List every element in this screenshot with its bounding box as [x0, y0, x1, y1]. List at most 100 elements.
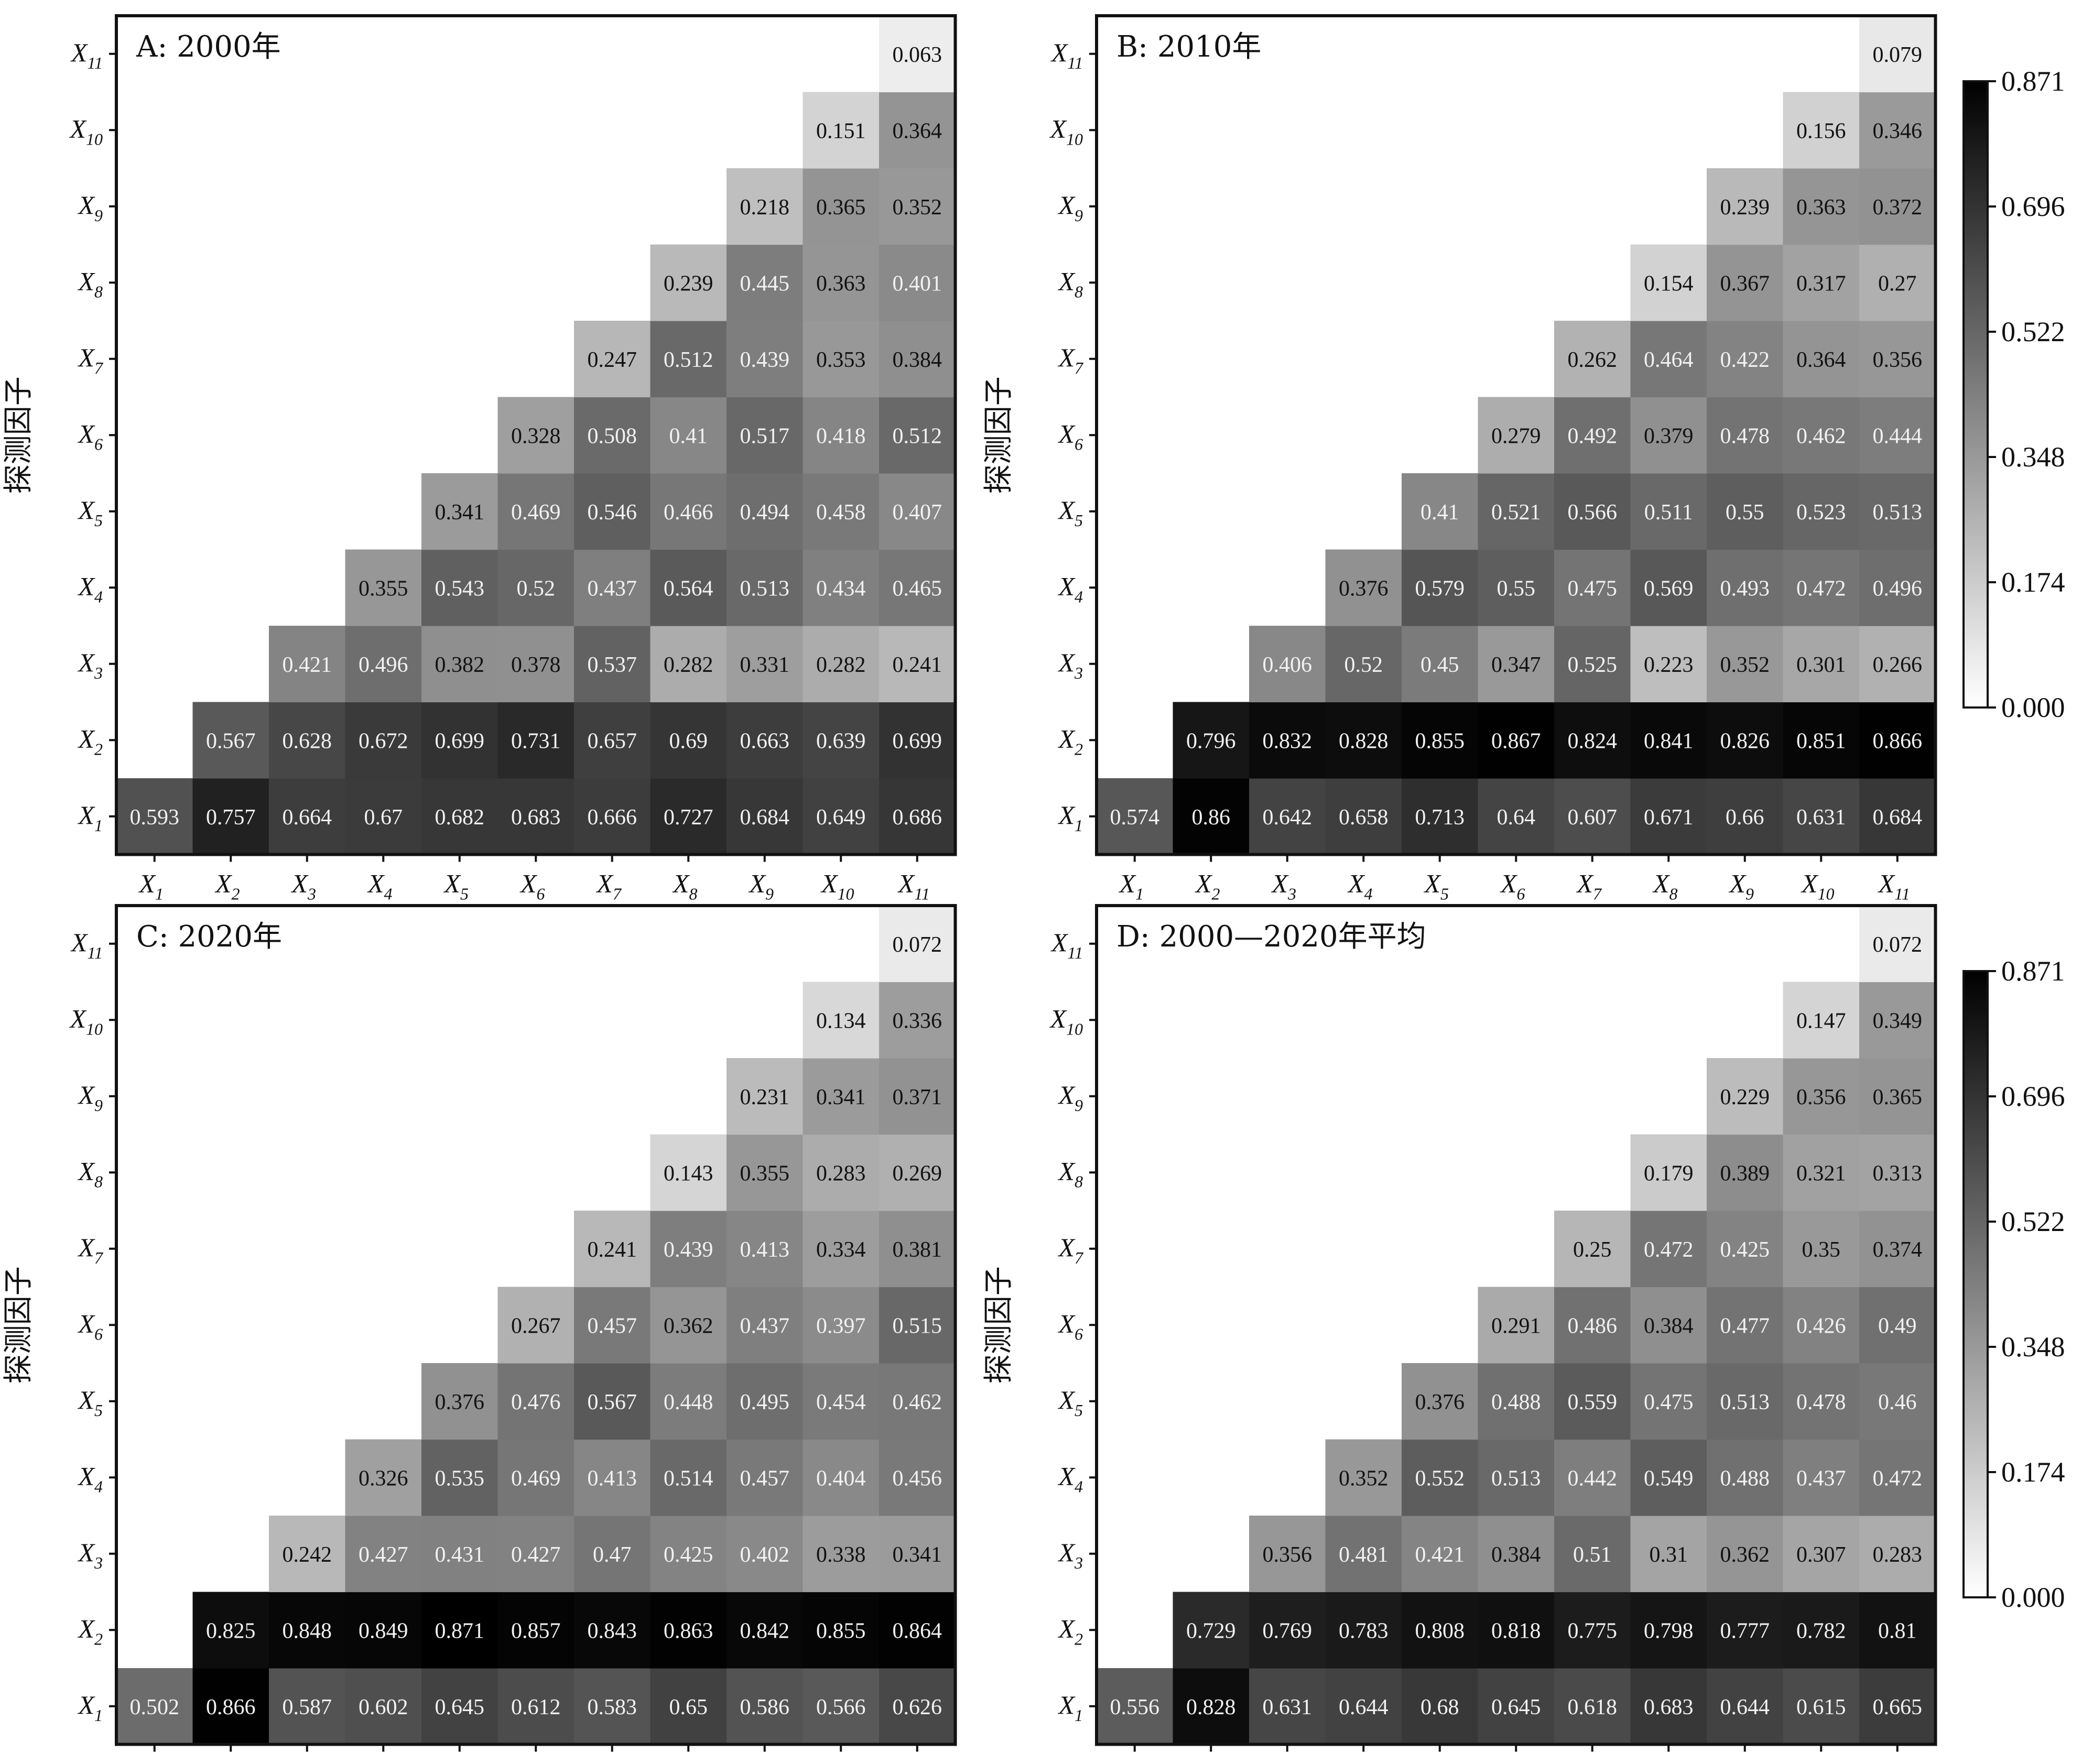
heatmap-cell: [1249, 778, 1326, 855]
x-tick-label: X7: [1576, 1759, 1602, 1764]
x-tick-label: X5: [443, 869, 469, 903]
heatmap-cell: [1783, 982, 1860, 1059]
heatmap-cell: [1783, 1134, 1860, 1211]
heatmap-cell: [192, 1668, 269, 1745]
heatmap-cell: [879, 1287, 956, 1364]
cell-value-label: 0.413: [588, 1466, 637, 1490]
y-tick-label: X7: [1057, 343, 1084, 377]
cell-value-label: 0.769: [1263, 1619, 1313, 1643]
heatmap-cell: [345, 1516, 422, 1593]
cell-value-label: 0.464: [1644, 348, 1694, 372]
cell-value-label: 0.326: [359, 1466, 408, 1490]
heatmap-cell: [650, 1134, 727, 1211]
heatmap-cell: [726, 1592, 804, 1669]
y-tick-label: X1: [77, 800, 103, 835]
heatmap-cell: [879, 549, 956, 626]
cell-value-label: 0.376: [1415, 1390, 1465, 1414]
cell-value-label: 0.469: [511, 1466, 561, 1490]
heatmap-cell: [1859, 16, 1936, 93]
heatmap-cell: [1630, 1287, 1707, 1364]
cell-value-label: 0.384: [1491, 1543, 1541, 1567]
cell-value-label: 0.407: [893, 500, 942, 525]
heatmap-cell: [650, 321, 727, 398]
heatmap-cell: [1707, 1439, 1784, 1516]
cell-value-label: 0.475: [1644, 1390, 1694, 1414]
heatmap-cell: [1783, 626, 1860, 703]
cell-value-label: 0.513: [1873, 500, 1923, 525]
cell-value-label: 0.241: [893, 653, 942, 677]
cell-value-label: 0.586: [740, 1695, 790, 1719]
cell-value-label: 0.422: [1720, 348, 1770, 372]
heatmap-cell: [650, 626, 727, 703]
heatmap-cell: [1630, 1592, 1707, 1669]
heatmap-cell: [879, 1211, 956, 1288]
heatmap-cell: [803, 1668, 880, 1745]
cell-value-label: 0.583: [588, 1695, 637, 1719]
y-tick-label: X7: [77, 1233, 104, 1267]
heatmap-cell: [879, 1592, 956, 1669]
heatmap-cell: [1630, 1211, 1707, 1288]
heatmap-cell: [1402, 1592, 1479, 1669]
heatmap-cell: [726, 1058, 804, 1135]
cell-value-label: 0.523: [1796, 500, 1846, 525]
cell-value-label: 0.867: [1491, 729, 1541, 753]
heatmap-cell: [116, 778, 193, 855]
cell-value-label: 0.864: [893, 1619, 942, 1643]
y-tick-label: X6: [1057, 419, 1083, 453]
cell-value-label: 0.863: [664, 1619, 713, 1643]
colorbar-gradient: [1962, 80, 1989, 709]
y-tick-label: X9: [1057, 1080, 1083, 1115]
cell-value-label: 0.25: [1573, 1238, 1612, 1262]
heatmap-cell: [879, 1134, 956, 1211]
heatmap-cell: [1859, 982, 1936, 1059]
x-tick-label: X11: [897, 869, 930, 903]
cell-value-label: 0.552: [1415, 1466, 1465, 1490]
heatmap-cell: [803, 1287, 880, 1364]
cell-value-label: 0.231: [740, 1085, 790, 1109]
cell-value-label: 0.269: [893, 1161, 942, 1185]
y-tick-label: X4: [1057, 1461, 1083, 1496]
cell-value-label: 0.338: [816, 1543, 866, 1567]
heatmap-cell: [1097, 1668, 1174, 1745]
cell-value-label: 0.855: [1415, 729, 1465, 753]
heatmap-cell: [421, 1592, 498, 1669]
cell-value-label: 0.456: [893, 1466, 942, 1490]
heatmap-cell: [497, 626, 574, 703]
cell-value-label: 0.81: [1878, 1619, 1917, 1643]
cell-value-label: 0.341: [893, 1543, 942, 1567]
cell-value-label: 0.492: [1568, 424, 1618, 448]
cell-value-label: 0.593: [130, 805, 180, 830]
y-tick-label: X5: [77, 495, 103, 530]
panel-title: D: 2000—2020年平均: [1116, 920, 1426, 954]
heatmap-cell: [497, 397, 574, 474]
y-tick-label: X11: [70, 38, 103, 72]
heatmap-cell: [1554, 473, 1631, 550]
heatmap-cell: [1630, 626, 1707, 703]
heatmap-cell: [1630, 778, 1707, 855]
heatmap-cell: [1859, 92, 1936, 169]
cell-value-label: 0.427: [511, 1543, 561, 1567]
heatmap-cell: [1478, 1363, 1555, 1440]
cell-value-label: 0.663: [740, 729, 790, 753]
cell-value-label: 0.363: [816, 271, 866, 296]
heatmap-cell: [726, 244, 804, 321]
cell-value-label: 0.365: [816, 195, 866, 220]
heatmap-cell: [1402, 549, 1479, 626]
cell-value-label: 0.469: [511, 500, 561, 525]
cell-value-label: 0.569: [1644, 576, 1694, 601]
cell-value-label: 0.642: [1263, 805, 1313, 830]
cell-value-label: 0.849: [359, 1619, 408, 1643]
panel-title: A: 2000年: [136, 30, 281, 64]
cell-value-label: 0.566: [816, 1695, 866, 1719]
heatmap-cell: [650, 244, 727, 321]
heatmap-cell: [1478, 549, 1555, 626]
x-tick-label: X8: [672, 1759, 698, 1764]
heatmap-cell: [116, 1668, 193, 1745]
heatmap-cell: [1478, 1287, 1555, 1364]
x-tick-label: X7: [595, 869, 622, 903]
heatmap-cell: [1478, 473, 1555, 550]
heatmap-cell: [574, 1668, 651, 1745]
heatmap-cell: [1859, 1211, 1936, 1288]
heatmap-cell: [345, 1668, 422, 1745]
cell-value-label: 0.404: [816, 1466, 866, 1490]
